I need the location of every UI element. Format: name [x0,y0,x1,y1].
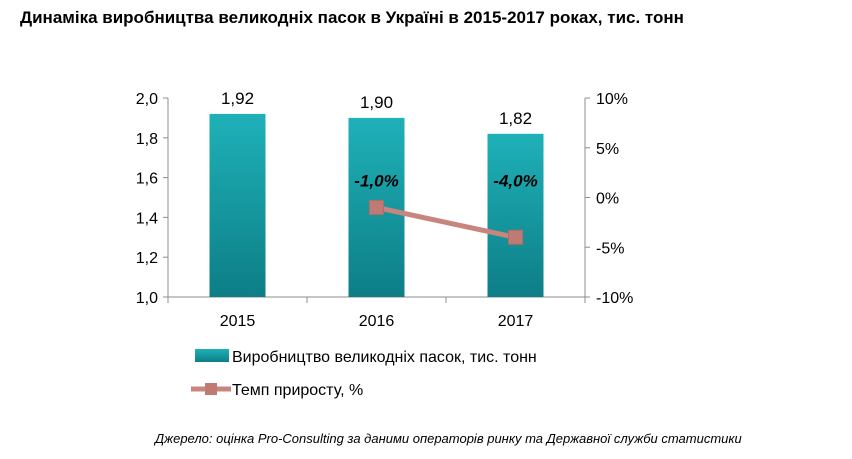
right-axis-tick-label: 10% [596,91,628,108]
bar-data-label: 1,92 [221,89,254,108]
left-axis-tick-label: 1,2 [136,250,158,267]
x-axis-tick-label: 2017 [498,313,534,330]
bar [487,133,544,297]
bar-data-label: 1,90 [360,93,393,112]
right-axis-tick-label: -10% [596,290,633,307]
chart-title: Динаміка виробництва великодніх пасок в … [20,8,684,27]
legend-bar-swatch [195,349,229,362]
x-axis-tick-label: 2015 [220,313,256,330]
right-axis-tick-label: 5% [596,141,619,158]
source-note: Джерело: оцінка Pro-Consulting за даними… [155,431,742,446]
bar [209,113,266,297]
legend-line-marker [205,383,217,395]
growth-data-label: -4,0% [493,172,537,191]
right-axis-tick-label: -5% [596,240,624,257]
right-axis-tick-label: 0% [596,191,619,208]
left-axis-tick-label: 1,4 [136,210,158,227]
x-axis-tick-label: 2016 [359,313,395,330]
bar-data-label: 1,82 [499,109,532,128]
left-axis-tick-label: 1,8 [136,131,158,148]
left-axis-tick-label: 1,6 [136,171,158,188]
legend-line-label: Темп приросту, % [232,382,363,399]
growth-data-label: -1,0% [354,172,398,191]
growth-line [375,205,517,240]
left-axis-tick-label: 1,0 [136,290,158,307]
growth-marker [508,229,523,245]
growth-marker [369,199,384,215]
legend-bar-label: Виробництво великодніх пасок, тис. тонн [232,349,537,366]
left-axis-tick-label: 2,0 [136,91,158,108]
